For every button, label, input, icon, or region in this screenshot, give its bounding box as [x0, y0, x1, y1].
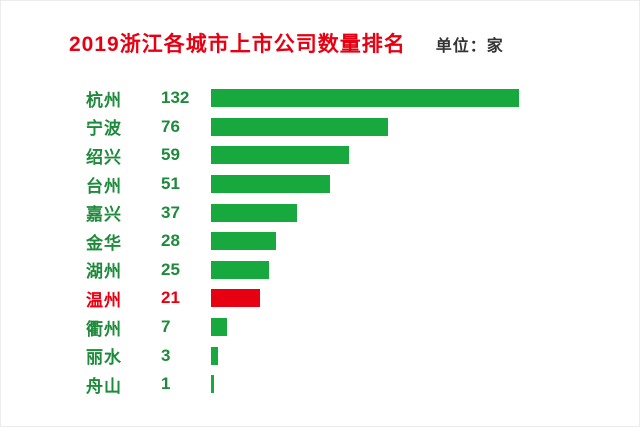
chart-row: 温州 21	[86, 284, 614, 313]
bar	[211, 117, 389, 136]
city-label: 台州	[86, 176, 122, 196]
value-label: 28	[161, 231, 180, 251]
bar-track	[211, 175, 614, 194]
bar	[211, 89, 519, 108]
chart-row: 丽水 3	[86, 341, 614, 370]
bar	[211, 146, 349, 165]
value-label: 132	[161, 88, 190, 108]
bar	[211, 260, 270, 279]
bar-track	[211, 318, 614, 337]
city-label: 湖州	[86, 262, 122, 282]
bar-track	[211, 89, 614, 108]
chart-row: 舟山 1	[86, 370, 614, 399]
value-label: 7	[161, 317, 171, 337]
city-label: 衢州	[86, 319, 122, 339]
bar	[211, 289, 260, 308]
city-label: 金华	[86, 233, 122, 253]
bar	[211, 346, 218, 365]
bar-track	[211, 117, 614, 136]
city-label: 温州	[86, 290, 122, 310]
city-label: 舟山	[86, 376, 122, 396]
unit-label: 单位：家	[435, 38, 504, 55]
value-label: 21	[161, 288, 180, 308]
chart-row: 衢州 7	[86, 313, 614, 342]
city-label: 丽水	[86, 348, 122, 368]
value-label: 76	[161, 116, 180, 136]
bar	[211, 203, 298, 222]
value-label: 51	[161, 174, 180, 194]
bar-track	[211, 289, 614, 308]
chart-row: 绍兴 59	[86, 141, 614, 170]
chart-row: 嘉兴 37	[86, 198, 614, 227]
chart-row: 台州 51	[86, 170, 614, 199]
value-label: 37	[161, 202, 180, 222]
bar-track	[211, 375, 614, 394]
bar-chart: 杭州 132 宁波 76 绍兴 59 台州 51 嘉兴 37 金华 28 湖州 25 温州 21 衢州 7 丽水 3 舟…	[86, 84, 614, 399]
value-label: 25	[161, 259, 180, 279]
chart-row: 金华 28	[86, 227, 614, 256]
bar-track	[211, 260, 614, 279]
city-label: 宁波	[86, 119, 122, 139]
value-label: 1	[161, 374, 171, 394]
value-label: 59	[161, 145, 180, 165]
city-label: 杭州	[86, 90, 122, 110]
bar-track	[211, 232, 614, 251]
bar-track	[211, 203, 614, 222]
chart-row: 宁波 76	[86, 113, 614, 142]
bar-track	[211, 146, 614, 165]
bar	[211, 375, 214, 394]
city-label: 嘉兴	[86, 205, 122, 225]
bar	[211, 318, 228, 337]
city-label: 绍兴	[86, 147, 122, 167]
chart-row: 湖州 25	[86, 256, 614, 285]
bar-track	[211, 346, 614, 365]
bar	[211, 232, 277, 251]
chart-title: 2019浙江各城市上市公司数量排名	[69, 33, 406, 56]
chart-row: 杭州 132	[86, 84, 614, 113]
bar	[211, 175, 330, 194]
value-label: 3	[161, 345, 171, 365]
chart-header: 2019浙江各城市上市公司数量排名 单位：家	[69, 28, 504, 58]
